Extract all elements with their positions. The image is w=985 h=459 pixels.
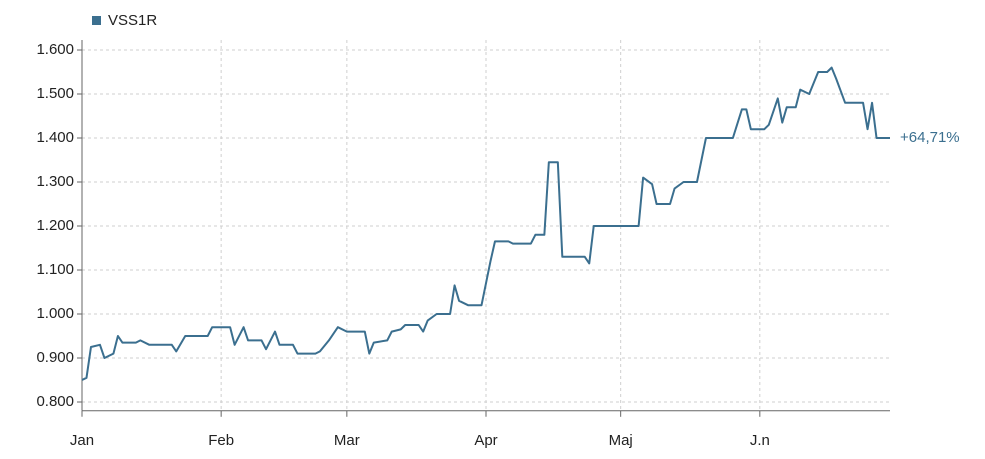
legend-swatch xyxy=(92,16,101,25)
x-tick-label: Maj xyxy=(609,432,633,449)
y-tick-label: 1.600 xyxy=(36,41,74,58)
y-tick-label: 1.400 xyxy=(36,129,74,146)
y-tick-label: 0.900 xyxy=(36,349,74,366)
y-tick-label: 1.300 xyxy=(36,173,74,190)
end-annotation: +64,71% xyxy=(900,129,960,146)
x-tick-label: Mar xyxy=(334,432,360,449)
y-tick-label: 1.000 xyxy=(36,305,74,322)
y-tick-label: 0.800 xyxy=(36,393,74,410)
y-tick-label: 1.500 xyxy=(36,85,74,102)
legend-label: VSS1R xyxy=(108,12,157,29)
y-tick-label: 1.100 xyxy=(36,261,74,278)
x-tick-label: Feb xyxy=(208,432,234,449)
x-tick-label: Apr xyxy=(474,432,497,449)
line xyxy=(81,66,890,381)
y-tick-label: 1.200 xyxy=(36,217,74,234)
x-tick-label: Jan xyxy=(70,432,94,449)
x-tick-label: J.n xyxy=(750,432,770,449)
